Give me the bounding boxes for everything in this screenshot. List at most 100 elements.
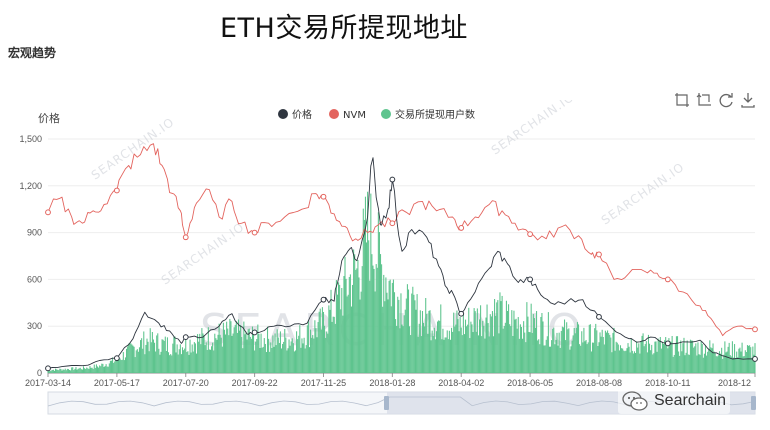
datazoom-right-handle[interactable] bbox=[751, 396, 756, 410]
x-tick-label: 2018-10-11 bbox=[645, 378, 690, 388]
bar-users bbox=[448, 330, 450, 373]
bar-users bbox=[291, 338, 293, 373]
bar-users bbox=[242, 348, 244, 373]
bar-users bbox=[495, 315, 497, 373]
bar-users bbox=[310, 329, 312, 373]
bar-users bbox=[48, 369, 50, 373]
bar-users bbox=[308, 347, 311, 373]
bar-users bbox=[658, 340, 660, 373]
bar-users bbox=[530, 303, 532, 373]
bar-users bbox=[723, 354, 725, 373]
bar-users bbox=[332, 316, 334, 373]
bar-users bbox=[232, 333, 234, 373]
bar-users bbox=[240, 324, 242, 373]
bar-users bbox=[664, 340, 666, 373]
bar-users bbox=[468, 307, 470, 373]
bar-users bbox=[401, 324, 403, 373]
bar-users bbox=[700, 340, 702, 373]
bar-users bbox=[551, 340, 553, 373]
bar-users bbox=[405, 298, 407, 373]
watermark-text: SEARCHAIN.IO bbox=[89, 115, 177, 183]
bar-users bbox=[304, 348, 306, 373]
legend-label: 交易所提现用户数 bbox=[395, 108, 475, 121]
bar-users bbox=[173, 336, 175, 373]
bar-users bbox=[566, 322, 568, 373]
bar-users bbox=[98, 367, 100, 373]
bar-users bbox=[504, 322, 506, 373]
bar-users bbox=[542, 321, 544, 373]
bar-users bbox=[105, 364, 107, 373]
bar-users bbox=[77, 368, 79, 373]
bar-users bbox=[131, 344, 133, 373]
bar-users bbox=[287, 348, 289, 373]
bar-users bbox=[211, 346, 213, 373]
bar-users bbox=[256, 339, 258, 373]
bar-users bbox=[107, 366, 109, 373]
bar-users bbox=[632, 353, 634, 373]
bar-users bbox=[698, 354, 700, 373]
bar-users bbox=[269, 351, 271, 373]
bar-users bbox=[531, 332, 533, 373]
zoom-select-icon[interactable] bbox=[674, 92, 690, 108]
datazoom-left-handle[interactable] bbox=[384, 396, 389, 410]
bar-users bbox=[195, 353, 198, 373]
bar-users bbox=[197, 334, 199, 373]
bar-users bbox=[156, 335, 158, 373]
bar-users bbox=[524, 332, 526, 373]
bar-users bbox=[319, 308, 321, 373]
price-marker bbox=[664, 340, 671, 347]
bar-users bbox=[693, 347, 695, 373]
bar-users bbox=[379, 254, 382, 373]
bar-users bbox=[680, 340, 682, 373]
bar-users bbox=[451, 327, 453, 373]
bar-users bbox=[529, 332, 531, 373]
bar-users bbox=[424, 326, 426, 373]
bar-users bbox=[480, 305, 482, 373]
bar-users bbox=[370, 193, 372, 373]
bar-users bbox=[311, 337, 313, 373]
bar-users bbox=[237, 319, 240, 373]
bar-users bbox=[510, 326, 512, 373]
bar-users bbox=[331, 321, 333, 373]
bar-users bbox=[478, 319, 481, 373]
bar-users bbox=[471, 324, 473, 373]
bar-users bbox=[716, 356, 718, 373]
bar-users bbox=[469, 338, 471, 373]
restore-icon[interactable] bbox=[718, 92, 734, 108]
bar-users bbox=[190, 352, 192, 373]
bar-users bbox=[503, 325, 505, 373]
price-marker bbox=[251, 329, 258, 336]
bar-users bbox=[699, 354, 701, 373]
bar-users bbox=[501, 295, 503, 373]
nvm-marker bbox=[113, 187, 120, 194]
bar-users bbox=[356, 268, 358, 373]
bar-users bbox=[431, 330, 433, 373]
zoom-reset-icon[interactable] bbox=[696, 92, 712, 108]
bar-users bbox=[186, 352, 188, 373]
bar-users bbox=[144, 354, 146, 373]
y-tick-label: 1,500 bbox=[19, 134, 42, 144]
bar-users bbox=[582, 342, 584, 373]
bar-users bbox=[257, 324, 259, 373]
bar-users bbox=[141, 338, 143, 373]
bar-users bbox=[114, 361, 116, 373]
bar-users bbox=[221, 346, 223, 373]
bar-users bbox=[205, 342, 207, 373]
save-image-icon[interactable] bbox=[740, 92, 756, 108]
bar-users bbox=[241, 337, 243, 373]
bar-users bbox=[567, 329, 569, 373]
bar-users bbox=[596, 330, 598, 373]
bar-users bbox=[485, 317, 487, 373]
bar-users bbox=[637, 347, 639, 373]
bar-users bbox=[442, 328, 444, 373]
bar-users bbox=[334, 323, 336, 373]
bar-users bbox=[384, 301, 386, 373]
wechat-icon bbox=[622, 391, 648, 411]
bar-users bbox=[650, 350, 652, 373]
bar-users bbox=[382, 306, 384, 373]
bar-users bbox=[583, 327, 585, 373]
nvm-marker bbox=[458, 225, 465, 231]
bar-users bbox=[374, 291, 376, 373]
bar-users bbox=[483, 325, 485, 373]
bar-users bbox=[231, 335, 233, 373]
